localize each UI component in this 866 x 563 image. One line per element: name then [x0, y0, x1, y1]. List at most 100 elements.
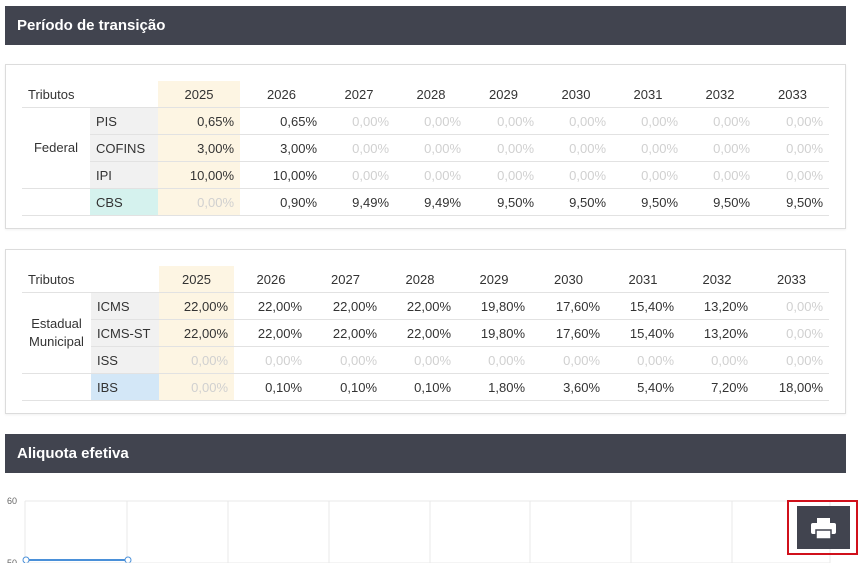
value-cell: 22,00%: [308, 292, 384, 320]
value-cell: 0,00%: [395, 134, 468, 162]
section-header: Aliquota efetiva: [5, 434, 846, 473]
value-cell: 0,00%: [457, 346, 532, 374]
table-row: IPI 10,00% 10,00% 0,00% 0,00% 0,00% 0,00% 0,00%…: [22, 161, 830, 189]
row-label: ICMS: [91, 292, 160, 320]
row-label: CBS: [90, 188, 159, 216]
section-header: Período de transição: [5, 6, 846, 45]
chart-grid: [24, 501, 831, 563]
year-header: 2026: [240, 81, 324, 108]
value-cell: 13,20%: [680, 292, 755, 320]
year-header: 2029: [467, 81, 541, 108]
y-tick-label: 60: [7, 496, 17, 506]
year-header: 2033: [756, 81, 830, 108]
value-cell: 0,00%: [540, 107, 613, 135]
value-cell: 13,20%: [680, 319, 755, 347]
year-header: 2031: [606, 266, 681, 293]
value-cell: 7,20%: [680, 373, 755, 401]
value-cell: 0,00%: [467, 134, 541, 162]
table-row: IBS 0,00% 0,10% 0,10% 0,10% 1,80% 3,60% 5,40% 7,…: [22, 373, 830, 401]
value-cell: 0,00%: [754, 292, 830, 320]
year-header: 2028: [383, 266, 458, 293]
table-card: Tributos 2025 2026 2027 2028 2029 2030 2031 2032…: [5, 64, 846, 229]
chart: 60 50: [7, 496, 831, 563]
value-cell: 0,00%: [395, 161, 468, 189]
header-cell: Tributos: [22, 266, 160, 293]
value-cell: 3,60%: [531, 373, 607, 401]
row-label: ICMS-ST: [91, 319, 160, 347]
value-cell: 0,00%: [540, 161, 613, 189]
value-cell: 0,00%: [323, 134, 396, 162]
value-cell: 0,00%: [680, 346, 755, 374]
empty-cell: [22, 188, 90, 216]
highlight-box: [787, 500, 858, 555]
row-label: IBS: [91, 373, 160, 401]
value-cell: 22,00%: [159, 319, 235, 347]
value-cell: 9,50%: [467, 188, 541, 216]
table-card: Tributos 2025 2026 2027 2028 2029 2030 2031 2032…: [5, 249, 846, 414]
value-cell: 10,00%: [158, 161, 241, 189]
group-label: Federal: [22, 107, 90, 189]
header-cell: Tributos: [22, 81, 159, 108]
value-cell: 0,00%: [467, 161, 541, 189]
row-label: IPI: [90, 161, 159, 189]
value-cell: 0,10%: [234, 373, 309, 401]
year-header: 2032: [684, 81, 757, 108]
value-cell: 17,60%: [531, 292, 607, 320]
year-header: 2032: [680, 266, 755, 293]
table-row: Estadual Municipal ICMS 22,00% 22,00% 22,00%…: [22, 292, 830, 374]
year-header: 2030: [540, 81, 613, 108]
year-header: 2025: [159, 266, 235, 293]
value-cell: 0,90%: [240, 188, 324, 216]
value-cell: 0,00%: [684, 134, 757, 162]
row-label: PIS: [90, 107, 159, 135]
value-cell: 0,10%: [308, 373, 384, 401]
year-header: 2027: [323, 81, 396, 108]
value-cell: 0,00%: [612, 161, 685, 189]
value-cell: 0,00%: [158, 188, 241, 216]
value-cell: 0,00%: [395, 107, 468, 135]
value-cell: 19,80%: [457, 292, 532, 320]
value-cell: 0,00%: [159, 346, 235, 374]
value-cell: 0,00%: [612, 134, 685, 162]
value-cell: 5,40%: [606, 373, 681, 401]
year-header: 2025: [158, 81, 241, 108]
year-header: 2026: [234, 266, 309, 293]
value-cell: 9,50%: [540, 188, 613, 216]
value-cell: 0,00%: [754, 346, 830, 374]
value-cell: 9,50%: [756, 188, 830, 216]
value-cell: 0,00%: [756, 107, 830, 135]
value-cell: 15,40%: [606, 292, 681, 320]
value-cell: 22,00%: [383, 319, 458, 347]
table-row: ISS 0,00% 0,00% 0,00% 0,00% 0,00% 0,00% 0,00% 0,…: [22, 346, 830, 374]
value-cell: 19,80%: [457, 319, 532, 347]
value-cell: 0,00%: [467, 107, 541, 135]
value-cell: 22,00%: [383, 292, 458, 320]
value-cell: 0,00%: [234, 346, 309, 374]
value-cell: 0,00%: [540, 134, 613, 162]
value-cell: 9,50%: [684, 188, 757, 216]
value-cell: 9,49%: [395, 188, 468, 216]
empty-cell: [22, 373, 91, 401]
table-row: COFINS 3,00% 3,00% 0,00% 0,00% 0,00% 0,00% 0,00…: [22, 134, 830, 162]
value-cell: 22,00%: [159, 292, 235, 320]
value-cell: 18,00%: [754, 373, 830, 401]
value-cell: 9,50%: [612, 188, 685, 216]
tax-table: Tributos 2025 2026 2027 2028 2029 2030 2031 2032…: [22, 266, 830, 401]
table-row: CBS 0,00% 0,90% 9,49% 9,49% 9,50% 9,50% 9,50% 9,…: [22, 188, 830, 216]
value-cell: 1,80%: [457, 373, 532, 401]
value-cell: 0,00%: [323, 161, 396, 189]
value-cell: 0,00%: [756, 161, 830, 189]
header-row: Tributos 2025 2026 2027 2028 2029 2030 2031 2032…: [22, 266, 830, 293]
printer-icon: [811, 518, 836, 540]
row-label: COFINS: [90, 134, 159, 162]
value-cell: 9,49%: [323, 188, 396, 216]
print-button[interactable]: [797, 506, 850, 549]
value-cell: 22,00%: [234, 292, 309, 320]
row-label: ISS: [91, 346, 160, 374]
value-cell: 0,00%: [756, 134, 830, 162]
year-header: 2031: [612, 81, 685, 108]
value-cell: 0,00%: [684, 107, 757, 135]
value-cell: 0,10%: [383, 373, 458, 401]
value-cell: 0,00%: [159, 373, 235, 401]
